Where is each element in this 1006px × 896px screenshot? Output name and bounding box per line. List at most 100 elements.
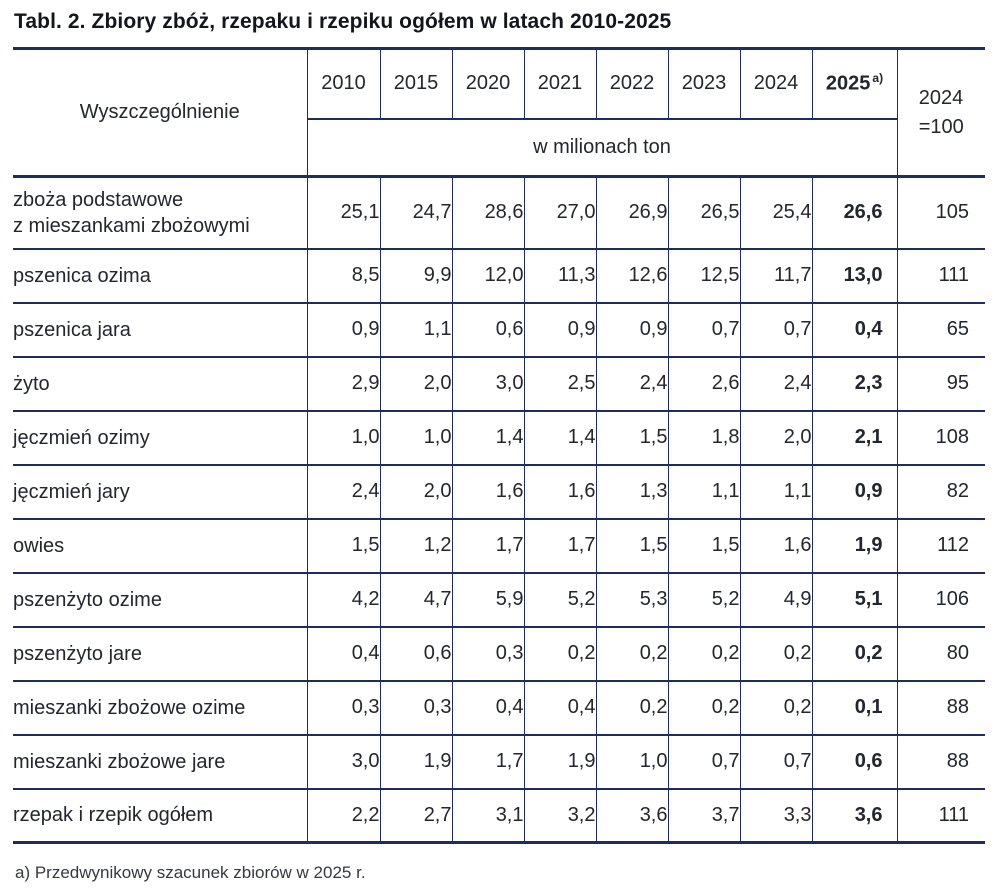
value-cell: 1,5 <box>595 409 669 466</box>
estimate-2025-cell: 2,3 <box>811 355 898 412</box>
col-header-year-2022: 2022 <box>595 47 669 120</box>
col-header-index-2024-100: 2024 =100 <box>896 47 985 178</box>
table-row: owies 1,5 1,2 1,7 1,7 1,5 1,5 1,6 1,9 112 <box>13 517 985 574</box>
footnote: a) Przedwynikowy szacunek zbiorów w 2025… <box>15 863 366 882</box>
value-cell: 0,6 <box>451 301 525 358</box>
value-cell: 4,7 <box>379 571 453 628</box>
value-cell: 2,4 <box>739 355 813 412</box>
value-cell: 3,3 <box>739 787 813 844</box>
value-cell: 2,7 <box>379 787 453 844</box>
table-row: zboża podstawowe z mieszankami zbożowymi… <box>13 175 985 250</box>
row-label: jęczmień ozimy <box>13 409 308 466</box>
value-cell: 4,9 <box>739 571 813 628</box>
value-cell: 2,4 <box>595 355 669 412</box>
value-cell: 25,1 <box>306 175 381 250</box>
value-cell: 11,3 <box>523 247 597 304</box>
value-cell: 1,7 <box>523 517 597 574</box>
value-cell: 0,3 <box>306 679 381 736</box>
col-header-year-2021: 2021 <box>523 47 597 120</box>
col-header-specification: Wyszczególnienie <box>13 47 308 178</box>
value-cell: 12,0 <box>451 247 525 304</box>
value-cell: 0,2 <box>595 625 669 682</box>
value-cell: 0,2 <box>667 679 741 736</box>
value-cell: 26,9 <box>595 175 669 250</box>
row-label: pszenżyto jare <box>13 625 308 682</box>
value-cell: 12,6 <box>595 247 669 304</box>
estimate-2025-cell: 0,2 <box>811 625 898 682</box>
table-row: pszenica jara 0,9 1,1 0,6 0,9 0,9 0,7 0,7 0,4 65 <box>13 301 985 358</box>
value-cell: 1,5 <box>595 517 669 574</box>
value-cell: 3,7 <box>667 787 741 844</box>
value-cell: 2,0 <box>379 355 453 412</box>
value-cell: 1,0 <box>379 409 453 466</box>
index-cell: 80 <box>896 625 985 682</box>
value-cell: 0,3 <box>451 625 525 682</box>
value-cell: 4,2 <box>306 571 381 628</box>
value-cell: 0,2 <box>739 625 813 682</box>
year-2025-label: 2025 <box>825 73 871 96</box>
col-header-year-2020: 2020 <box>451 47 525 120</box>
value-cell: 3,2 <box>523 787 597 844</box>
table-header: Wyszczególnienie 2010 2015 2020 2021 202… <box>13 47 985 178</box>
value-cell: 25,4 <box>739 175 813 250</box>
harvest-table: Wyszczególnienie 2010 2015 2020 2021 202… <box>13 47 985 844</box>
value-cell: 0,4 <box>306 625 381 682</box>
value-cell: 26,5 <box>667 175 741 250</box>
unit-header: w milionach ton <box>307 117 897 178</box>
value-cell: 1,1 <box>739 463 813 520</box>
value-cell: 1,7 <box>451 517 525 574</box>
value-cell: 0,4 <box>451 679 525 736</box>
row-label: żyto <box>13 355 308 412</box>
value-cell: 2,2 <box>306 787 381 844</box>
row-label: rzepak i rzepik ogółem <box>13 787 308 844</box>
value-cell: 1,4 <box>523 409 597 466</box>
value-cell: 0,7 <box>739 301 813 358</box>
row-label: pszenica jara <box>13 301 308 358</box>
value-cell: 2,0 <box>379 463 453 520</box>
index-cell: 65 <box>896 301 985 358</box>
value-cell: 1,6 <box>523 463 597 520</box>
index-cell: 111 <box>896 787 985 844</box>
index-cell: 111 <box>896 247 985 304</box>
value-cell: 0,7 <box>667 733 741 790</box>
index-cell: 95 <box>896 355 985 412</box>
table-row: mieszanki zbożowe ozime 0,3 0,3 0,4 0,4 0,2 0,… <box>13 679 985 736</box>
estimate-2025-cell: 13,0 <box>811 247 898 304</box>
estimate-2025-cell: 3,6 <box>811 787 898 844</box>
value-cell: 2,0 <box>739 409 813 466</box>
table-row: mieszanki zbożowe jare 3,0 1,9 1,7 1,9 1,0 0,7… <box>13 733 985 790</box>
table-row: jęczmień ozimy 1,0 1,0 1,4 1,4 1,5 1,8 2,0 2,1 10… <box>13 409 985 466</box>
index-cell: 112 <box>896 517 985 574</box>
value-cell: 2,5 <box>523 355 597 412</box>
estimate-2025-cell: 2,1 <box>811 409 898 466</box>
row-label: jęczmień jary <box>13 463 308 520</box>
index-cell: 106 <box>896 571 985 628</box>
year-header-row: Wyszczególnienie 2010 2015 2020 2021 202… <box>13 47 985 178</box>
value-cell: 0,7 <box>739 733 813 790</box>
value-cell: 5,2 <box>667 571 741 628</box>
row-label: mieszanki zbożowe ozime <box>13 679 308 736</box>
row-label: mieszanki zbożowe jare <box>13 733 308 790</box>
col-header-year-2010: 2010 <box>306 47 381 120</box>
col-header-year-2015: 2015 <box>379 47 453 120</box>
table-body: zboża podstawowe z mieszankami zbożowymi… <box>13 175 985 844</box>
value-cell: 1,9 <box>523 733 597 790</box>
value-cell: 2,4 <box>306 463 381 520</box>
row-label: pszenżyto ozime <box>13 571 308 628</box>
value-cell: 1,6 <box>739 517 813 574</box>
table-row: pszenica ozima 8,5 9,9 12,0 11,3 12,6 12,5 11,7… <box>13 247 985 304</box>
value-cell: 0,4 <box>523 679 597 736</box>
value-cell: 3,6 <box>595 787 669 844</box>
value-cell: 0,2 <box>523 625 597 682</box>
value-cell: 24,7 <box>379 175 453 250</box>
value-cell: 1,3 <box>595 463 669 520</box>
estimate-2025-cell: 0,9 <box>811 463 898 520</box>
value-cell: 2,9 <box>306 355 381 412</box>
value-cell: 1,9 <box>379 733 453 790</box>
index-cell: 88 <box>896 733 985 790</box>
footnote-marker: a) <box>872 71 884 86</box>
value-cell: 28,6 <box>451 175 525 250</box>
index-cell: 88 <box>896 679 985 736</box>
estimate-2025-cell: 5,1 <box>811 571 898 628</box>
